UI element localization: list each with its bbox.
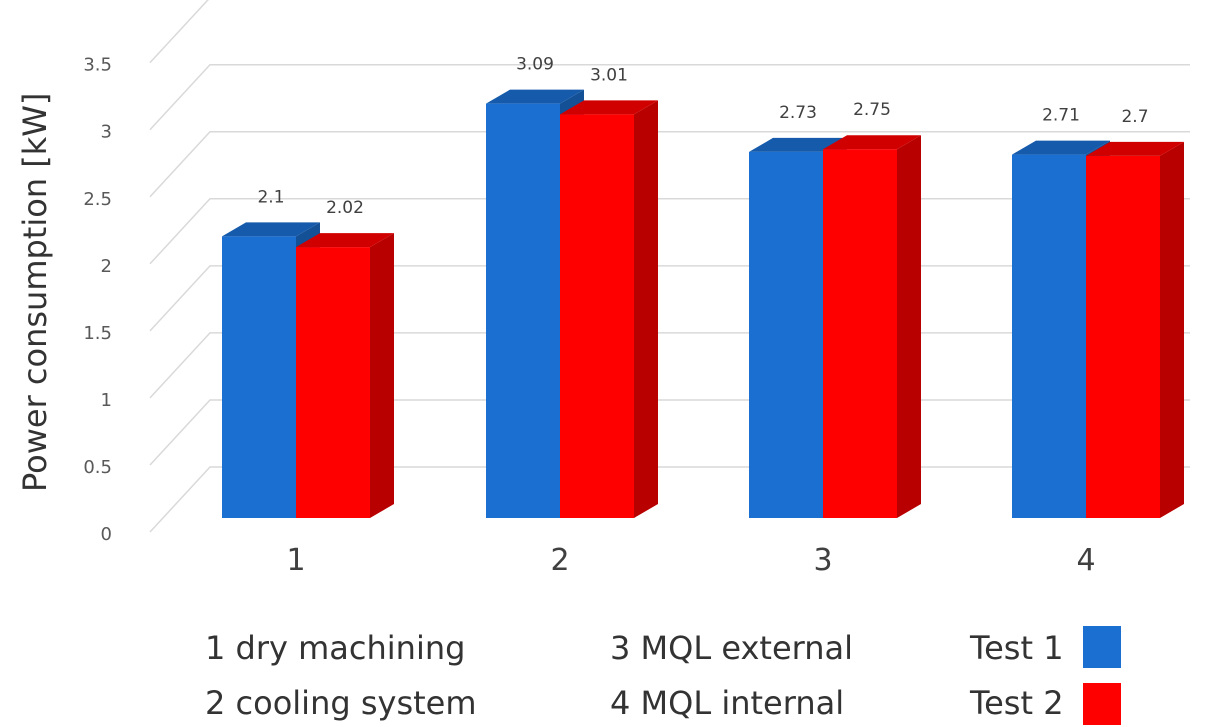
x-tick-label: 2 [550,543,569,578]
data-label: 3.09 [516,55,554,75]
bar-top-test-2 [823,135,921,150]
bar-top-test-1 [486,89,584,104]
gridline [149,63,1190,131]
bar-top-test-1 [222,222,320,237]
bars [222,89,1184,519]
legend-swatch-test-2 [1083,683,1121,725]
category-note-4: 4 MQL internal [610,684,845,722]
bar-test-2 [296,247,370,519]
data-label: 2.02 [326,198,364,218]
bar-top-test-1 [1012,140,1110,155]
legend-label-test-2: Test 2 [970,684,1064,722]
x-tick-label: 4 [1076,543,1095,578]
x-tick-label: 1 [286,543,305,578]
x-tick-label: 3 [813,543,832,578]
data-labels: 2.1 2.02 3.09 3.01 2.73 2.75 2.71 2.7 [257,55,1148,218]
y-tick-label: 2.5 [83,189,112,210]
bar-test-2 [560,114,634,518]
bar-side-test-2 [897,135,921,518]
data-label: 2.7 [1121,107,1148,127]
bar-test-1 [749,151,823,519]
y-tick-labels: 0 0.5 1 1.5 2 2.5 3 3.5 [83,55,112,545]
bar-top-test-2 [296,233,394,248]
data-label: 2.73 [779,103,817,123]
bar-top-test-2 [560,100,658,115]
y-tick-label: 1.5 [83,323,112,344]
gridlines [149,0,1190,533]
bar-test-2 [823,149,897,518]
bar-chart: 0 0.5 1 1.5 2 2.5 3 3.5 1 2 3 4 2.1 2.02 3.09 3.01 2.7… [83,0,1190,578]
legend-label-test-1: Test 1 [970,629,1064,667]
bar-top-test-2 [1086,141,1184,156]
bar-test-2 [1086,155,1160,518]
y-tick-label: 3.5 [83,55,112,76]
category-note-3: 3 MQL external [610,629,853,667]
bar-side-test-2 [370,233,394,519]
category-note-2: 2 cooling system [205,684,477,722]
bar-test-1 [222,236,296,518]
bar-test-1 [486,103,560,519]
bar-top-test-1 [749,137,847,152]
y-tick-label: 0 [101,524,112,545]
y-axis-label: Power consumption [kW] [16,92,54,492]
legend-swatch-test-1 [1083,626,1121,668]
data-label: 2.75 [853,100,891,120]
category-note-1: 1 dry machining [205,629,466,667]
y-tick-label: 0.5 [83,457,112,478]
data-label: 2.71 [1042,106,1080,126]
gridline [149,131,1190,198]
bar-side-test-2 [634,100,658,518]
data-label: 3.01 [590,65,628,85]
y-tick-label: 1 [101,390,112,411]
bar-test-1 [1012,154,1086,519]
x-tick-labels: 1 2 3 4 [286,543,1095,578]
y-tick-label: 3 [101,122,112,143]
y-tick-label: 2 [101,256,112,277]
gridline [149,0,209,64]
data-label: 2.1 [257,187,284,207]
bar-side-test-2 [1160,141,1184,518]
